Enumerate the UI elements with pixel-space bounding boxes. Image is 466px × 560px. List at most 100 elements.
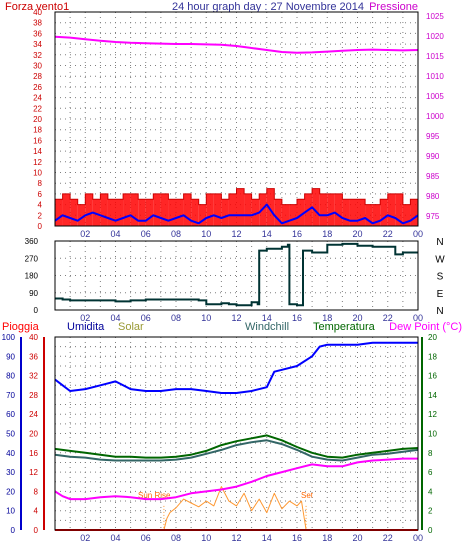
wind-gust-bar: [274, 199, 282, 226]
wind-y-tick: 12: [33, 158, 42, 167]
humidity-y-tick: 0: [34, 526, 39, 535]
pressure-y-tick: 1000: [426, 112, 444, 121]
wind-gust-bar: [70, 199, 78, 226]
legend-dew-point: Dew Point (°C): [389, 321, 462, 333]
sunrise-label: Sun Rise: [138, 491, 171, 500]
windchill-line: [54, 439, 419, 462]
wind-gust-bar: [334, 193, 343, 226]
temperature-y-tick: 10: [428, 430, 437, 439]
wind-y-tick: 30: [33, 62, 42, 71]
wind-gust-bar: [236, 188, 245, 226]
humidity-y-tick: 20: [29, 430, 38, 439]
legend-solar: Solar: [118, 321, 144, 333]
compass-label: S: [437, 272, 444, 283]
wind-gust-bar: [357, 199, 366, 226]
rain-y-tick: 50: [6, 430, 15, 439]
wind-gust-bar: [92, 199, 101, 226]
wind-gust-bar: [77, 204, 86, 226]
weather-x-tick: 02: [80, 533, 90, 543]
compass-label: E: [437, 289, 444, 300]
temperature-y-tick: 16: [428, 372, 437, 381]
direction-y-tick: 0: [34, 306, 39, 315]
wind-x-tick: 20: [352, 229, 362, 239]
direction-line: [55, 242, 418, 307]
pressure-y-tick: 1020: [426, 32, 444, 41]
wind-gust-bar: [107, 199, 116, 226]
direction-x-tick: 06: [141, 313, 151, 323]
pressure-y-tick: 990: [426, 152, 440, 161]
wind-gust-bar: [327, 193, 335, 226]
wind-gust-bar: [365, 204, 373, 226]
legend-windchill: Windchill: [245, 321, 289, 333]
dew-point-line: [54, 457, 418, 501]
sunset-label: Set: [301, 491, 314, 500]
wind-gust-bar: [319, 193, 328, 226]
weather-x-tick: 16: [292, 533, 302, 543]
wind-y-tick: 32: [33, 51, 42, 60]
rain-y-tick: 30: [6, 468, 15, 477]
wind-y-tick: 0: [38, 222, 43, 231]
wind-gust-bar: [297, 199, 305, 226]
wind-gust-bar: [85, 193, 93, 226]
wind-gust-bar: [153, 193, 161, 226]
weather-x-tick: 08: [171, 533, 181, 543]
wind-gust-bar: [62, 193, 71, 226]
temperature-y-tick: 0: [428, 526, 433, 535]
weather-x-tick: 20: [352, 533, 362, 543]
pressure-line: [54, 35, 419, 54]
weather-x-tick: 18: [322, 533, 332, 543]
wind-x-tick: 00: [413, 229, 423, 239]
wind-gust-bar: [380, 199, 388, 226]
direction-x-tick: 22: [383, 313, 393, 323]
wind-y-tick: 6: [38, 190, 43, 199]
wind-gust-bar: [251, 199, 260, 226]
wind-x-tick: 10: [201, 229, 211, 239]
temperature-y-tick: 8: [428, 449, 433, 458]
solar-line: [163, 486, 307, 531]
weather-x-tick: 06: [141, 533, 151, 543]
wind-y-tick: 26: [33, 83, 42, 92]
temperature-y-tick: 14: [428, 391, 437, 400]
wind-y-tick: 36: [33, 29, 42, 38]
wind-gust-bar: [289, 204, 297, 226]
wind-y-tick: 8: [38, 179, 43, 188]
direction-y-tick: 360: [25, 237, 39, 246]
legend-temperature: Temperatura: [313, 321, 376, 333]
wind-x-tick: 18: [322, 229, 332, 239]
chart-title: 24 hour graph day : 27 Novembre 2014: [172, 1, 364, 13]
wind-y-tick: 10: [33, 169, 42, 178]
wind-x-tick: 16: [292, 229, 302, 239]
humidity-line: [54, 341, 418, 394]
pressure-axis-label: Pressione: [369, 1, 418, 13]
direction-x-tick: 14: [262, 313, 272, 323]
wind-gust-bar: [55, 199, 63, 226]
wind-gust-bar: [138, 199, 146, 226]
weather-x-tick: 00: [413, 533, 423, 543]
temperature-y-tick: 2: [428, 507, 433, 516]
wind-gust-bar: [228, 193, 237, 226]
wind-x-tick: 04: [110, 229, 120, 239]
weather-x-tick: 10: [201, 533, 211, 543]
humidity-y-tick: 16: [29, 449, 38, 458]
wind-gust-bar: [244, 193, 252, 226]
wind-gust-bar: [372, 204, 381, 226]
wind-gust-bar: [191, 199, 199, 226]
wind-gust-bar: [130, 193, 139, 226]
wind-avg-line: [54, 203, 419, 225]
wind-gust-bar: [312, 188, 320, 226]
wind-y-tick: 24: [33, 94, 42, 103]
pressure-y-tick: 1025: [426, 12, 444, 21]
weather-frame: [54, 336, 419, 531]
wind-gust-bar: [168, 199, 176, 226]
pressure-y-tick: 1015: [426, 52, 444, 61]
tick-label-layer: 0246810121416182022242628303234363840975…: [2, 8, 446, 543]
wind-gust-bar: [402, 204, 411, 226]
humidity-y-tick: 32: [29, 372, 38, 381]
wind-gust-bar: [349, 199, 358, 226]
pressure-y-tick: 980: [426, 192, 440, 201]
compass-label: N: [436, 306, 443, 317]
weather-x-tick: 12: [231, 533, 241, 543]
compass-label: W: [435, 254, 445, 265]
grid-layer: [55, 12, 419, 530]
